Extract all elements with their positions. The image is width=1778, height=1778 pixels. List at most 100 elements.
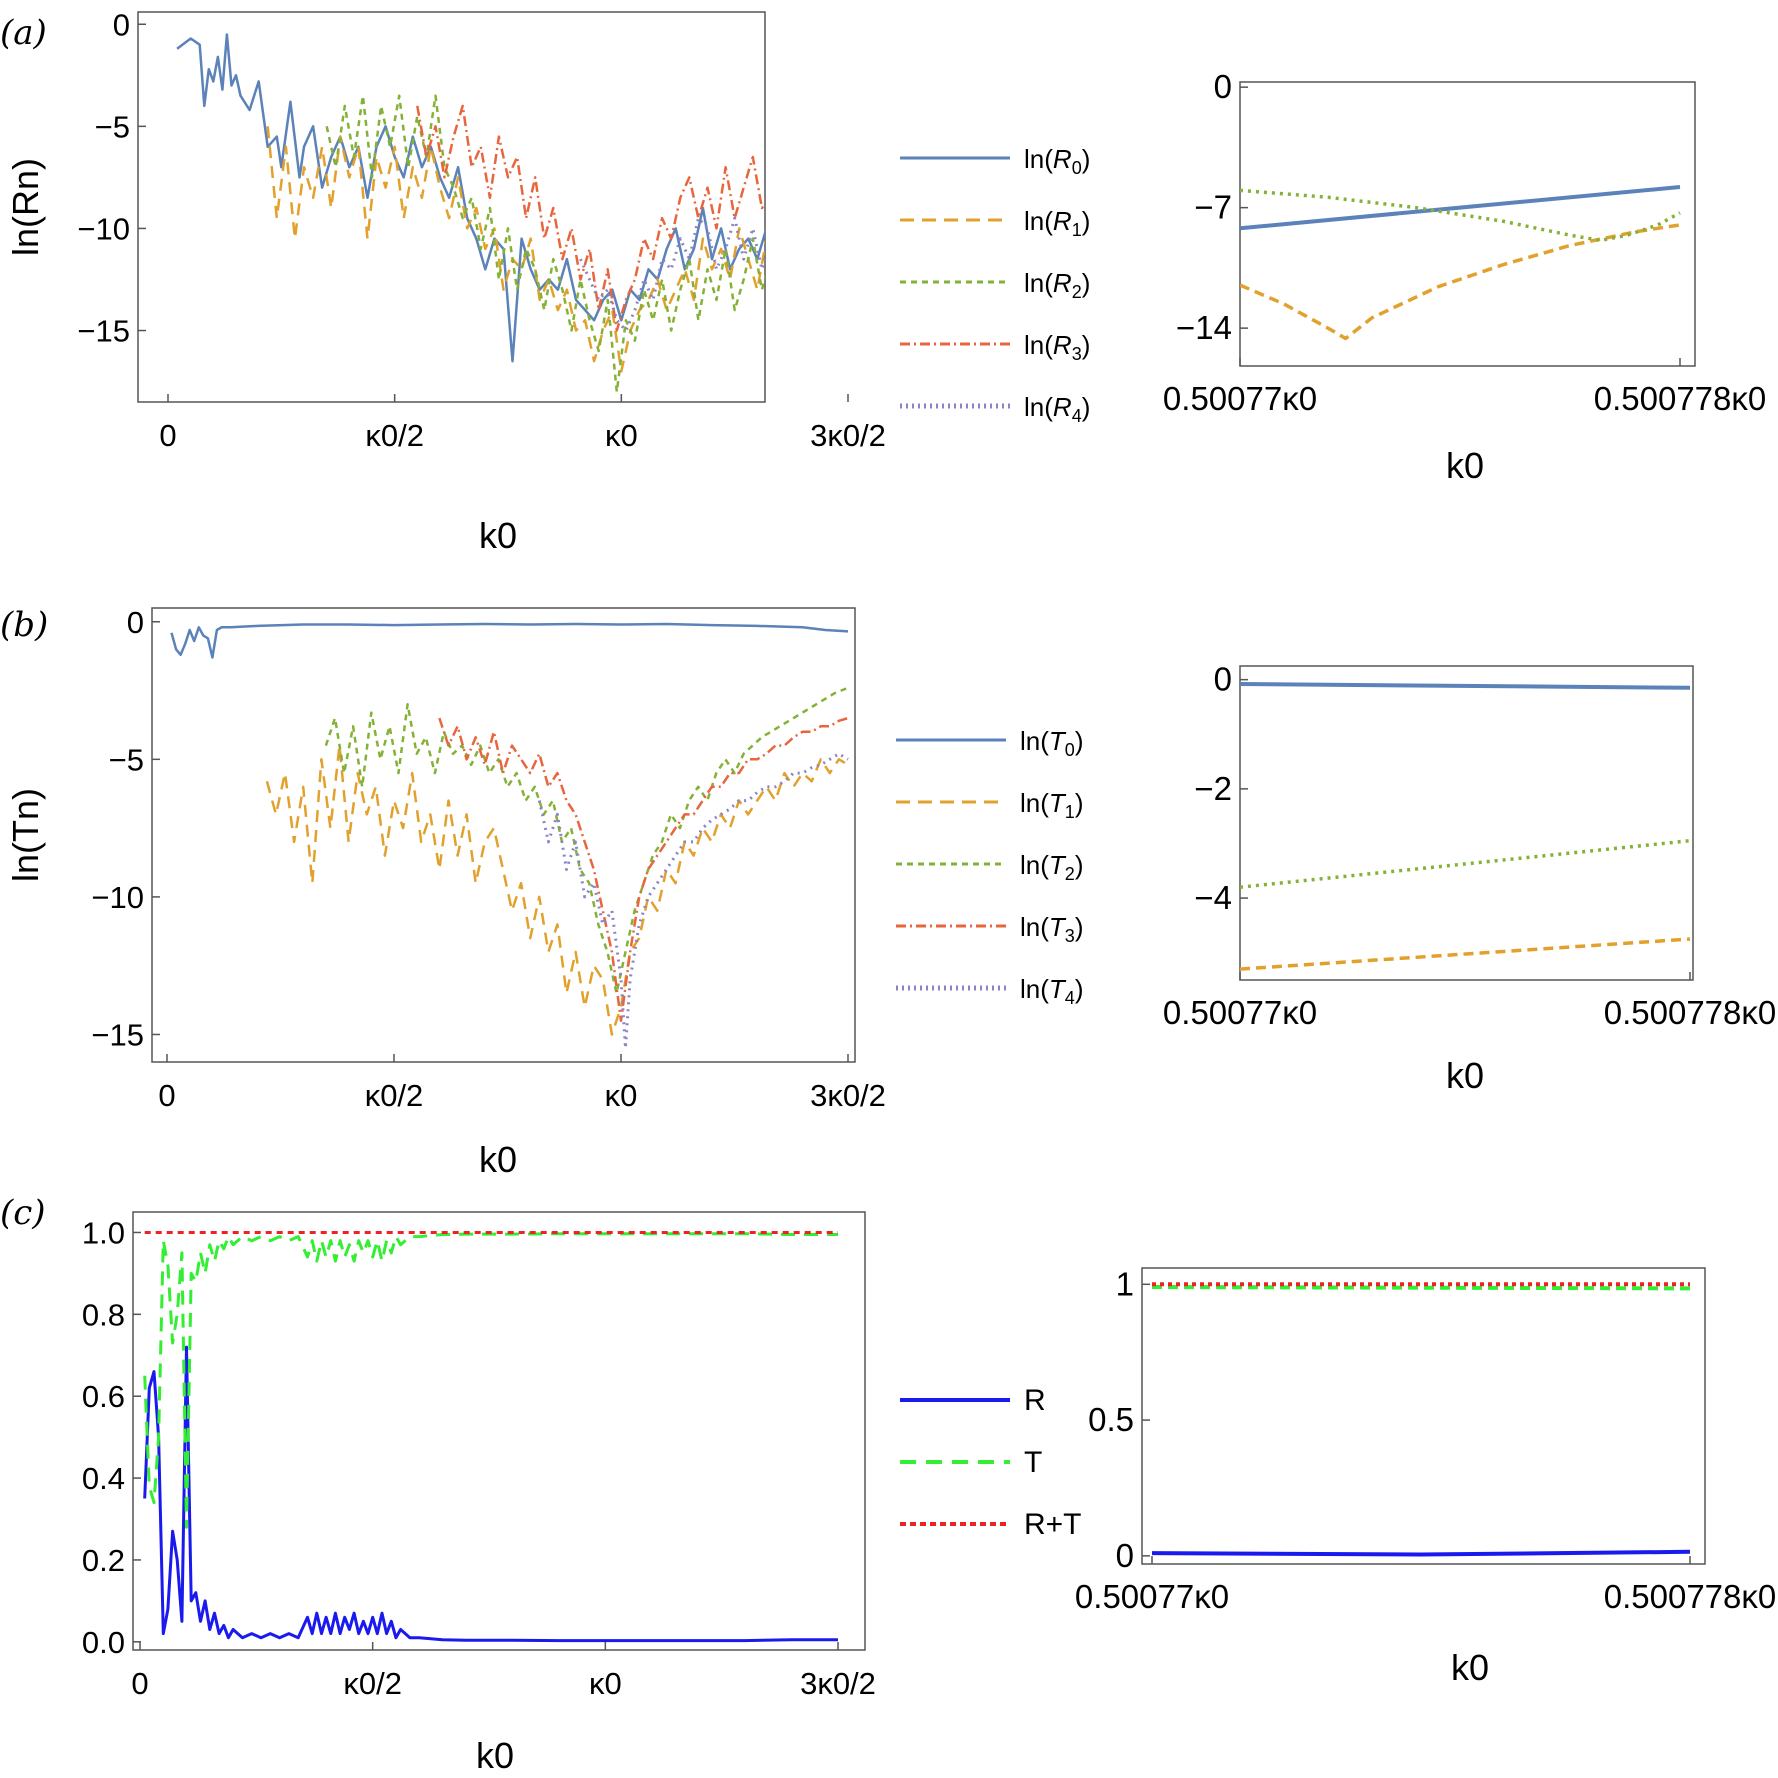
x-tick-label: κ0/2 [365,1078,424,1113]
y-tick-label: −14 [1176,309,1232,346]
series-line-lnr2 [1240,188,1681,243]
y-tick-label: 0.4 [82,1461,125,1496]
x-tick-label: 0.500778κ0 [1594,380,1767,417]
legend-label: ln(R3) [1024,330,1090,364]
y-axis-label: ln(Rn) [5,158,46,256]
series-line-lnr1 [1240,223,1681,341]
x-tick-label: 0 [159,418,176,453]
panel-label-b: (b) [0,605,48,645]
series-line-t [1151,1285,1691,1291]
y-tick-label: 0.2 [82,1543,125,1578]
series-line-lnt0 [170,622,849,659]
y-tick-label: −2 [1194,770,1232,807]
series-line-lnr0 [1240,185,1681,231]
legend-label: ln(T3) [1020,912,1083,946]
y-axis-label: ln(Tn) [5,788,46,882]
x-tick-label: κ0/2 [365,418,424,453]
y-tick-label: 1.0 [82,1215,125,1250]
x-tick-label: 0 [131,1666,148,1701]
legend-label: R+T [1024,1508,1082,1541]
legend-b: ln(T0) ln(T1) ln(T2) ln(T3) ln(T4) [896,726,1083,1008]
plot-frame [1239,81,1696,367]
series-line-lnt0 [1240,682,1691,690]
series-line-lnt3 [438,716,849,1022]
series-line-lnr3 [416,104,765,332]
chart-b-main: 0 −5 −10 −15 0 κ0/2 κ0 3κ0/2 k0 ln(Tn) [5,605,886,1180]
y-tick-label: 0.8 [82,1297,125,1332]
x-axis-label: k0 [479,515,517,556]
series-line-t [143,1232,838,1529]
legend-label: ln(R0) [1024,144,1090,178]
y-tick-label: −5 [109,742,144,777]
x-axis-label: k0 [1446,1055,1484,1096]
x-tick-label: 0.50077κ0 [1075,1578,1229,1615]
chart-a-main: 0 −5 −10 −15 0 κ0/2 κ0 3κ0/2 k0 ln(Rn) [5,7,886,556]
x-axis-label: k0 [479,1139,517,1180]
series-line-lnt1 [1240,937,1691,971]
series-line-lnr2 [325,94,765,394]
y-tick-label: 0.5 [1088,1401,1134,1438]
x-tick-label: κ0 [605,1078,638,1113]
y-tick-label: 0 [127,605,144,640]
x-axis-label: k0 [1451,1647,1489,1688]
x-tick-label: 0 [158,1078,175,1113]
chart-c-main: 0.0 0.2 0.4 0.6 0.8 1.0 0 κ0/2 κ0 3κ0/2 k0 [82,1211,876,1776]
y-tick-label: 0 [1116,1537,1134,1574]
x-tick-label: 3κ0/2 [810,418,886,453]
plot-frame [151,607,856,1063]
series-line-lnt4 [537,752,849,1050]
y-tick-label: 1 [1116,1265,1134,1302]
legend-label: ln(R1) [1024,206,1090,240]
series-group [170,622,849,1050]
x-axis-label: k0 [1446,445,1484,486]
series-line-lnr0 [176,33,765,363]
plot-frame [137,11,766,403]
y-tick-label: −15 [91,1017,144,1052]
legend-label: ln(T4) [1020,974,1083,1008]
x-tick-label: 3κ0/2 [800,1666,876,1701]
plot-frame [1239,665,1694,981]
series-line-r [143,1345,838,1643]
series-line-lnt2 [1240,838,1691,889]
y-tick-label: −15 [77,314,130,349]
legend-label: T [1024,1446,1042,1479]
legend-label: ln(T2) [1020,850,1083,884]
legend-c: RT R+T [900,1384,1082,1541]
legend-label: ln(R2) [1024,268,1090,302]
panel-label-a: (a) [0,13,47,53]
y-tick-label: 0 [113,7,130,42]
series-group [176,33,765,394]
y-tick-label: −10 [77,211,130,246]
legend-a: ln(R0) ln(R1) ln(R2) ln(R3) ln(R4) [900,144,1090,426]
y-tick-label: −4 [1194,879,1232,916]
x-tick-label: 0.500778κ0 [1604,1578,1777,1615]
legend-label: ln(R4) [1024,392,1090,426]
y-tick-label: 0 [1214,68,1232,105]
series-line-r [1151,1549,1691,1557]
plot-frame [1141,1267,1706,1565]
x-tick-label: κ0 [605,418,638,453]
x-tick-label: 0.500778κ0 [1604,994,1777,1031]
series-group [143,1231,838,1643]
chart-a-inset: 0 −7 −14 0.50077κ0 0.500778κ0 k0 [1163,68,1766,486]
series-group [1151,1282,1691,1557]
x-axis-label: k0 [476,1735,514,1776]
legend-label: R [1024,1384,1046,1417]
series-group [1240,185,1681,341]
series-line-lnt2 [324,686,849,995]
y-tick-label: −7 [1194,189,1232,226]
x-tick-label: κ0/2 [343,1666,402,1701]
y-tick-label: 0 [1214,661,1232,698]
series-line-lnt1 [265,744,849,1036]
chart-b-inset: 0 −2 −4 0.50077κ0 0.500778κ0 k0 [1163,661,1776,1096]
x-tick-label: 0.50077κ0 [1163,994,1317,1031]
y-tick-label: −5 [95,109,130,144]
legend-label: ln(T0) [1020,726,1083,760]
series-line-lnr1 [266,126,765,373]
y-tick-label: −10 [91,880,144,915]
series-group [1240,682,1691,971]
panel-label-c: (c) [0,1193,46,1233]
y-tick-label: 0.6 [82,1379,125,1414]
y-tick-label: 0.0 [82,1625,125,1660]
